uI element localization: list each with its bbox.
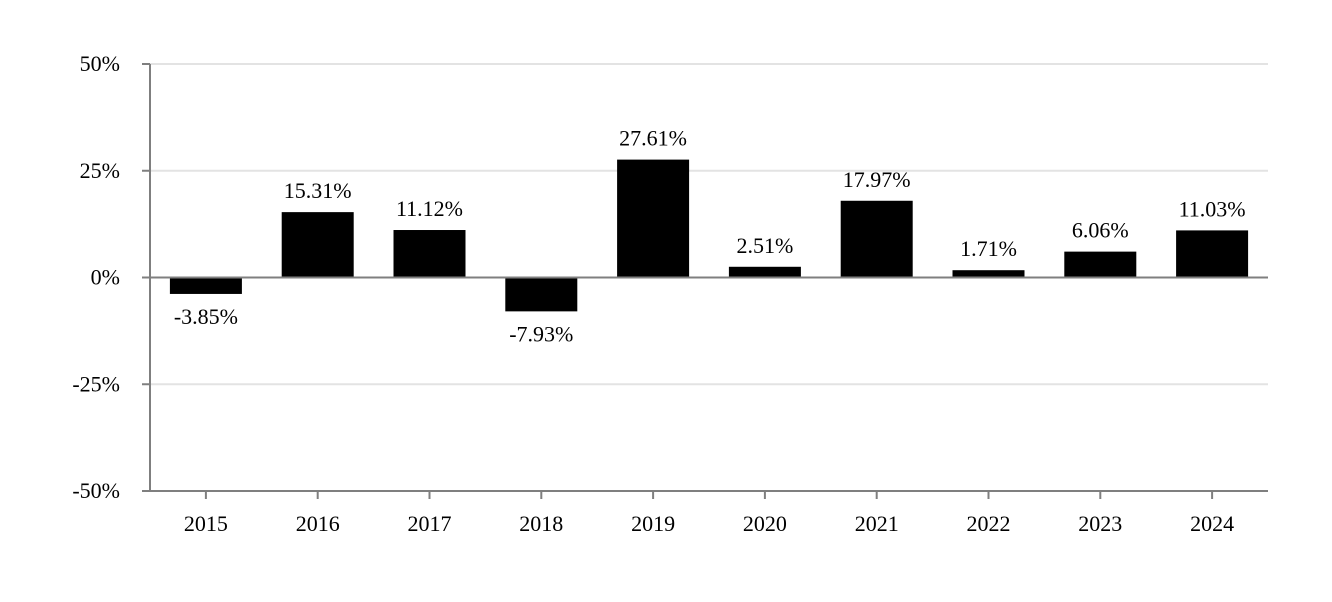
x-tick-label: 2017 xyxy=(408,511,452,536)
y-tick-label: 50% xyxy=(80,51,120,76)
y-tick-label: -25% xyxy=(72,371,120,396)
x-tick-label: 2016 xyxy=(296,511,340,536)
y-tick-label: 0% xyxy=(91,265,120,290)
bar-2015 xyxy=(169,277,242,294)
data-label: 17.97% xyxy=(843,167,911,192)
data-label: 15.31% xyxy=(284,178,352,203)
x-tick-label: 2024 xyxy=(1190,511,1234,536)
bar-2022 xyxy=(952,270,1025,278)
x-tick-label: 2015 xyxy=(184,511,228,536)
bar-2020 xyxy=(728,266,801,278)
x-tick-label: 2020 xyxy=(743,511,787,536)
bar-2023 xyxy=(1064,251,1137,278)
x-tick-label: 2018 xyxy=(519,511,563,536)
bar-2019 xyxy=(617,159,690,278)
data-label: 2.51% xyxy=(736,233,793,258)
bar-2018 xyxy=(505,277,578,312)
x-tick-label: 2023 xyxy=(1078,511,1122,536)
bar-2017 xyxy=(393,230,466,278)
y-tick-label: 25% xyxy=(80,158,120,183)
bar-2016 xyxy=(281,212,354,278)
x-tick-label: 2021 xyxy=(855,511,899,536)
y-tick-label: -50% xyxy=(72,478,120,503)
data-label: -3.85% xyxy=(174,304,238,329)
data-label: 11.12% xyxy=(396,196,463,221)
bar-2021 xyxy=(840,200,913,278)
data-label: 27.61% xyxy=(619,126,687,151)
data-label: -7.93% xyxy=(509,321,573,346)
x-tick-label: 2022 xyxy=(967,511,1011,536)
data-label: 11.03% xyxy=(1179,196,1246,221)
data-label: 6.06% xyxy=(1072,218,1129,243)
x-tick-label: 2019 xyxy=(631,511,675,536)
data-label: 1.71% xyxy=(960,236,1017,261)
bar-2024 xyxy=(1176,230,1249,278)
